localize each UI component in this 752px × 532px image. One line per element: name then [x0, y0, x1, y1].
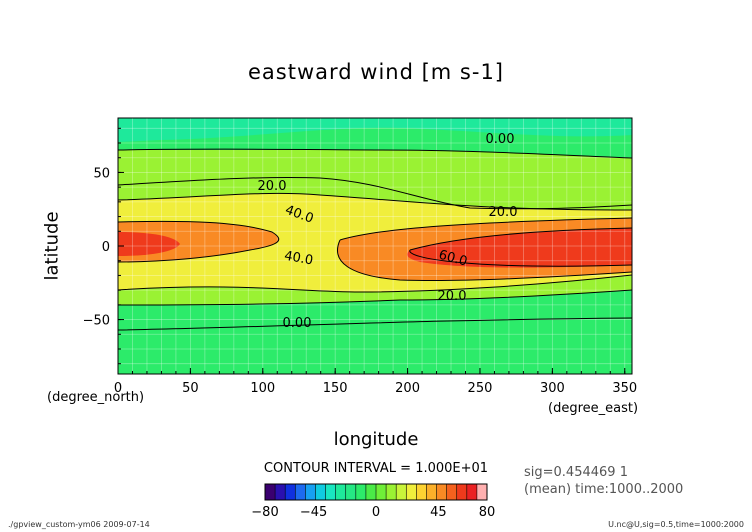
x-tick-label: 150 — [323, 381, 348, 396]
field-core-east — [407, 228, 632, 268]
colorbar-tick-label: −45 — [300, 505, 327, 520]
colorbar-tick-label: 45 — [430, 505, 447, 520]
footer-right: U.nc@U,sig=0.5,time=1000:2000 — [608, 520, 744, 529]
sigma-annotation: sig=0.454469 1 — [524, 465, 628, 480]
colorbar-tick-label: 80 — [479, 505, 496, 520]
colorbar-swatch — [295, 484, 306, 500]
colorbar-swatch — [345, 484, 357, 500]
y-tick-label: −50 — [83, 314, 110, 329]
colorbar-swatch — [365, 484, 377, 500]
colorbar-swatch — [456, 484, 468, 500]
contour-label: 40.0 — [283, 249, 314, 269]
colorbar-swatch — [406, 484, 417, 500]
chart-title: eastward wind [m s-1] — [248, 60, 504, 84]
colorbar-swatch — [355, 484, 367, 500]
x-tick-label: 300 — [540, 381, 565, 396]
contour-line — [118, 192, 632, 211]
contour-label: 20.0 — [489, 205, 518, 220]
field-south — [118, 318, 632, 374]
colorbar-swatch — [335, 484, 347, 500]
y-tick-label: 0 — [102, 240, 110, 255]
colorbar-swatch — [386, 484, 397, 500]
field-core-west — [118, 232, 180, 256]
plot-area: 0.00 20.0 20.0 40.0 40.0 60.0 20.0 0.00 — [118, 118, 632, 374]
contour-line — [118, 317, 632, 331]
contour-label: 60.0 — [437, 248, 469, 270]
contour-line — [118, 148, 632, 159]
colorbar-swatch — [376, 484, 387, 500]
contour-label: 20.0 — [438, 289, 467, 304]
x-tick-label: 350 — [612, 381, 637, 396]
y-axis: 50 0 −50 — [83, 127, 124, 365]
colorbar: −80 −45 0 45 80 — [251, 483, 496, 520]
colorbar-tick-label: −80 — [251, 505, 278, 520]
colorbar-swatch — [275, 484, 286, 500]
colorbar-swatch — [285, 484, 296, 500]
y-tick-label: 50 — [93, 166, 110, 181]
field-north-pole — [118, 118, 632, 142]
y-unit-label: (degree_north) — [47, 390, 145, 405]
colorbar-swatch — [396, 484, 407, 500]
x-axis-label: longitude — [333, 429, 419, 450]
x-unit-label: (degree_east) — [548, 401, 639, 416]
x-tick-label: 50 — [182, 381, 199, 396]
contour-lines — [118, 148, 632, 331]
contour-line — [118, 176, 632, 210]
colorbar-swatch — [315, 484, 326, 500]
colorbar-swatch — [305, 484, 316, 500]
footer-left: ./gpview_custom-ym06 2009-07-14 — [8, 520, 150, 529]
contour-line — [339, 217, 632, 241]
contour-line — [118, 274, 632, 293]
colorbar-swatch — [476, 484, 488, 500]
contour-label: 20.0 — [258, 179, 287, 194]
contour-line — [118, 289, 632, 306]
x-tick-label: 100 — [250, 381, 275, 396]
colorbar-tick-label: 0 — [372, 505, 380, 520]
colorbar-swatch — [466, 484, 478, 500]
contour-line — [337, 239, 632, 282]
colorbar-swatch — [416, 484, 427, 500]
y-axis-label: latitude — [41, 211, 63, 281]
colorbar-swatch — [426, 484, 437, 500]
x-tick-label: 250 — [468, 381, 493, 396]
colorbar-swatch — [446, 484, 458, 500]
contour-interval: CONTOUR INTERVAL = 1.000E+01 — [263, 461, 489, 476]
x-tick-label: 0 — [114, 381, 122, 396]
contour-label: 0.00 — [486, 132, 515, 147]
contour-line — [409, 249, 632, 267]
colorbar-swatch — [325, 484, 336, 500]
contour-label: 0.00 — [283, 316, 312, 331]
time-annotation: (mean) time:1000..2000 — [524, 482, 684, 497]
contour-line — [409, 227, 632, 251]
contour-line — [118, 220, 280, 263]
colorbar-swatch — [265, 484, 276, 500]
grid-lines — [118, 118, 632, 374]
x-axis: 0 50 100 150 200 250 300 350 — [114, 368, 637, 396]
x-tick-label: 200 — [395, 381, 420, 396]
colorbar-swatch — [436, 484, 447, 500]
